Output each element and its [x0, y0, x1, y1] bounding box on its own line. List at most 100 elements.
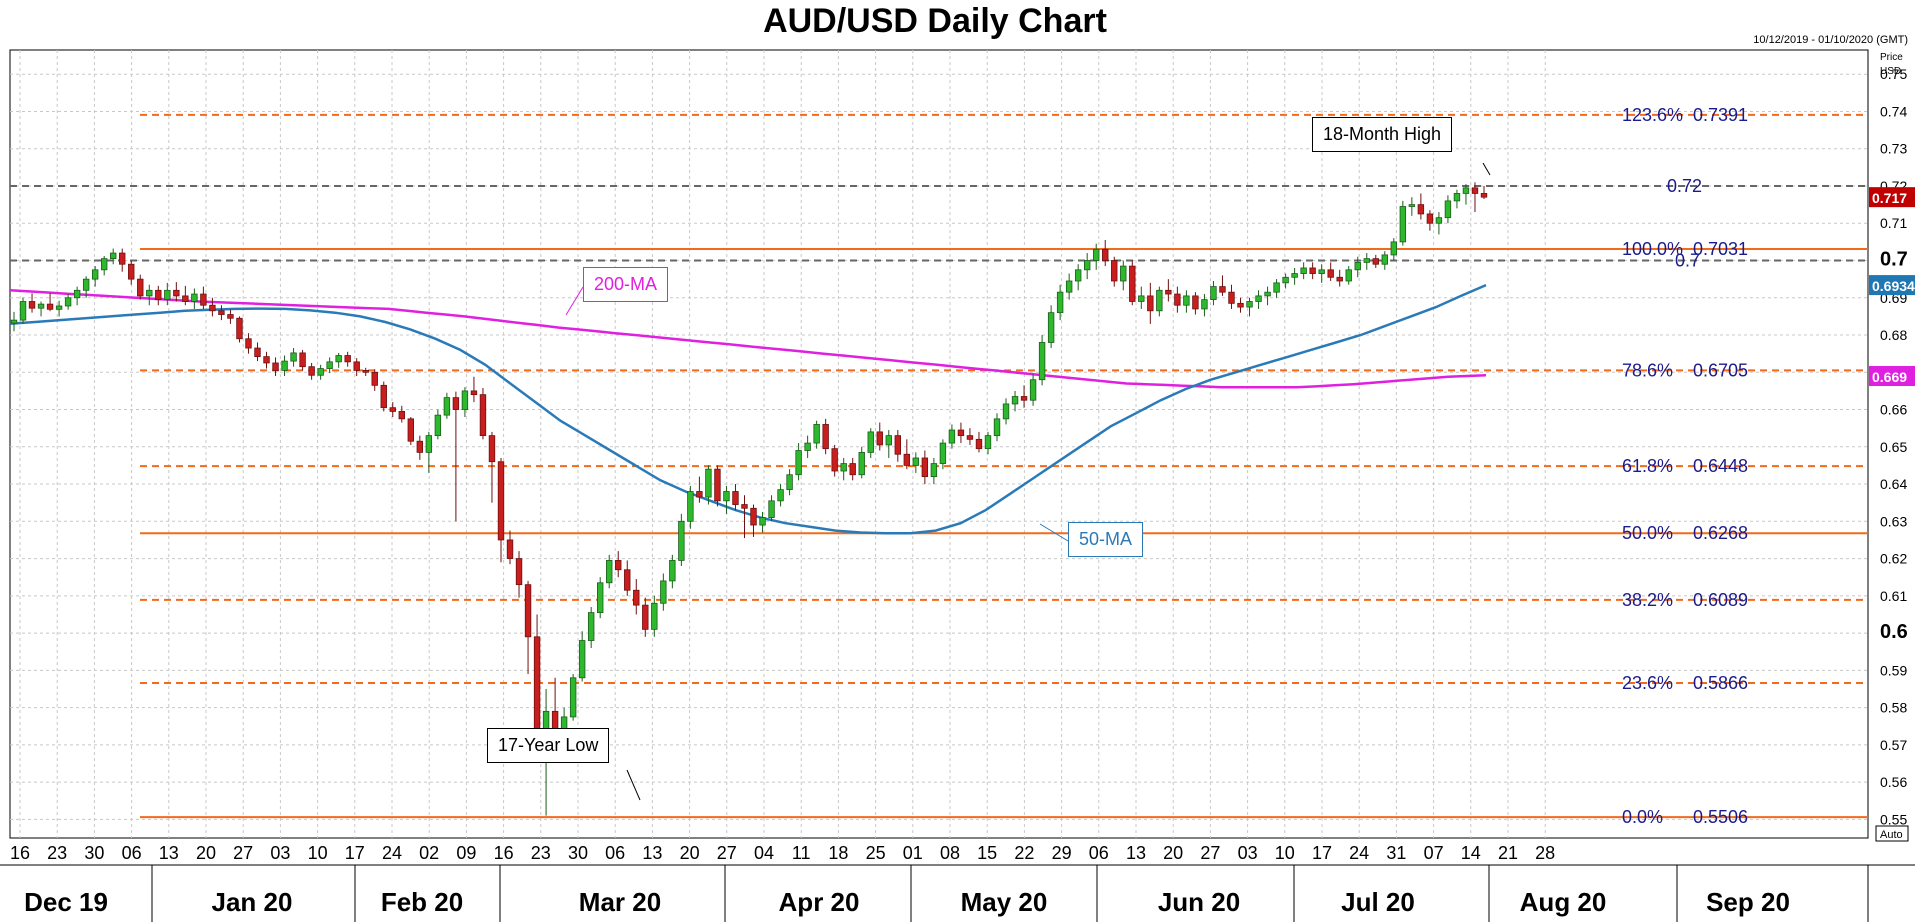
candle-up: [786, 474, 793, 491]
x-tick-label: 08: [940, 843, 960, 863]
x-tick-label: 20: [1163, 843, 1183, 863]
fib-percent-label: 123.6%: [1622, 105, 1683, 125]
candle-down: [380, 384, 387, 409]
candle-down: [1228, 291, 1235, 304]
candle-down: [182, 295, 189, 302]
x-tick-label: 20: [680, 843, 700, 863]
chart-title: AUD/USD Daily Chart: [763, 2, 1107, 40]
x-tick-label: 06: [605, 843, 625, 863]
moving-averages: [9, 283, 1487, 535]
candle-down: [371, 371, 378, 386]
candle-down: [903, 453, 911, 466]
fib-value-label: 0.6705: [1693, 360, 1748, 380]
x-tick-label: 18: [828, 843, 848, 863]
auto-button: [1875, 825, 1909, 842]
candle-up: [1056, 291, 1064, 314]
y-tick-label: 0.71: [1880, 215, 1907, 231]
candle-up: [858, 451, 865, 476]
candle-up: [425, 435, 433, 453]
candle-up: [443, 397, 451, 416]
candle-up: [1282, 276, 1289, 284]
fib-percent-label: 23.6%: [1622, 673, 1673, 693]
price-tag-label: 0.669: [1872, 369, 1907, 385]
x-tick-label: 16: [10, 843, 30, 863]
candle-down: [227, 314, 234, 319]
fib-value-label: 0.6089: [1693, 590, 1748, 610]
candle-up: [1201, 299, 1208, 310]
candle-down: [1471, 187, 1479, 194]
candle-down: [957, 429, 965, 437]
candle-down: [1426, 213, 1434, 224]
y-tick-label: 0.66: [1880, 402, 1907, 418]
y-tick-label: 0.56: [1880, 774, 1907, 790]
candle-down: [128, 263, 135, 280]
candle-up: [984, 435, 992, 450]
candle-up: [1444, 200, 1452, 219]
candle-down: [876, 431, 883, 446]
candle-up: [164, 289, 171, 301]
y-tick-label: 0.74: [1880, 103, 1907, 119]
x-tick-label: 23: [531, 843, 551, 863]
x-tick-label: 30: [568, 843, 588, 863]
x-tick-label: 27: [233, 843, 253, 863]
candle-down: [245, 338, 252, 349]
x-tick-label: 06: [1089, 843, 1109, 863]
x-tick-label: 06: [122, 843, 142, 863]
price-tag: [1869, 187, 1915, 208]
candle-up: [606, 560, 613, 584]
candle-up: [1300, 267, 1307, 274]
candle-up: [1047, 312, 1055, 343]
date-range-label: 10/12/2019 - 01/10/2020 (GMT): [1753, 34, 1908, 46]
x-tick-label: 07: [1424, 843, 1444, 863]
candle-down: [299, 352, 306, 368]
candle-up: [1255, 295, 1262, 302]
candle-up: [660, 580, 667, 604]
candle-up: [1002, 403, 1010, 420]
candle-down: [263, 356, 270, 364]
candle-up: [687, 491, 694, 522]
candle-down: [479, 394, 487, 437]
candle-up: [678, 520, 685, 561]
candle-down: [173, 289, 180, 297]
y-tick-label: 0.75: [1880, 66, 1907, 82]
level-labels: 123.6% 0.7391 100.0% 0.7031 78.6% 0.6705 61.8%…: [565, 105, 1915, 827]
y-tick-label: 0.57: [1880, 737, 1907, 753]
candle-up: [1246, 301, 1253, 308]
candle-down: [452, 397, 460, 410]
candle-up: [1138, 295, 1145, 302]
candle-down: [1020, 396, 1028, 401]
fib-percent-label: 0.0%: [1622, 807, 1663, 827]
candle-down: [362, 370, 369, 373]
candle-down: [398, 410, 405, 420]
y-tick-label: 0.62: [1880, 551, 1907, 567]
candle-up: [867, 431, 874, 453]
candle-up: [651, 602, 658, 630]
candle-down: [524, 584, 532, 638]
candle-up: [587, 612, 595, 641]
x-tick-label: 27: [1200, 843, 1220, 863]
candle-down: [1147, 295, 1154, 312]
x-tick-label: 25: [866, 843, 886, 863]
candle-down: [515, 558, 523, 586]
annotation-50-ma: 50-MA: [1068, 522, 1144, 557]
candle-up: [705, 468, 712, 498]
candle-down: [1174, 293, 1181, 306]
x-tick-label: 24: [1349, 843, 1369, 863]
month-label: Apr 20: [779, 887, 860, 917]
candle-up: [578, 640, 586, 679]
candle-down: [389, 407, 396, 412]
candle-up: [91, 269, 99, 280]
month-label: Mar 20: [579, 887, 661, 917]
candle-up: [191, 293, 198, 302]
candle-down: [236, 317, 243, 340]
x-tick-label: 20: [196, 843, 216, 863]
candle-down: [344, 355, 351, 363]
candle-down: [1327, 269, 1334, 278]
x-tick-label: 27: [717, 843, 737, 863]
candle-down: [975, 438, 983, 450]
fib-percent-label: 78.6%: [1622, 360, 1673, 380]
x-tick-label: 10: [1275, 843, 1295, 863]
x-tick-label: 13: [642, 843, 662, 863]
candle-down: [741, 504, 748, 509]
candle-up: [840, 463, 847, 472]
